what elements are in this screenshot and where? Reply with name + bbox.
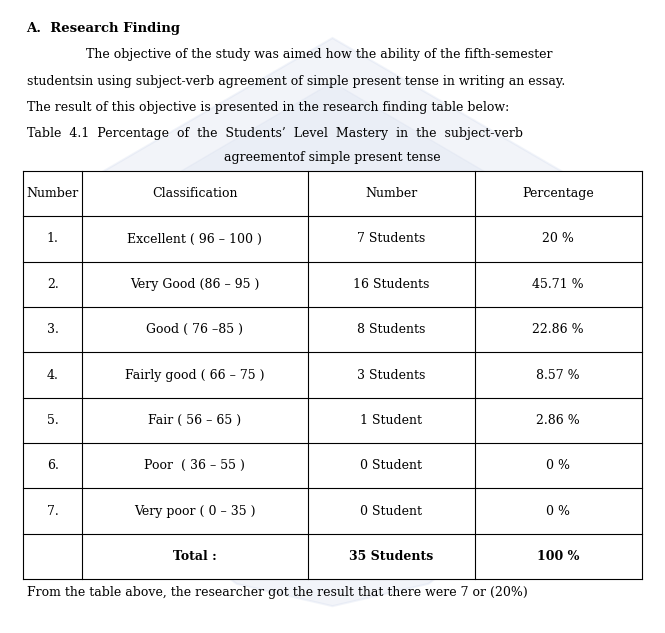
- Text: Good ( 76 –85 ): Good ( 76 –85 ): [146, 323, 243, 336]
- Polygon shape: [93, 38, 572, 606]
- Text: 2.86 %: 2.86 %: [537, 414, 580, 427]
- Text: 100 %: 100 %: [537, 550, 579, 563]
- Text: Very Good (86 – 95 ): Very Good (86 – 95 ): [130, 278, 259, 291]
- Text: Total :: Total :: [173, 550, 217, 563]
- Text: 0 Student: 0 Student: [360, 505, 422, 518]
- Text: A.  Research Finding: A. Research Finding: [27, 22, 181, 35]
- Bar: [23, 171, 642, 579]
- Text: 7.: 7.: [47, 505, 59, 518]
- Text: 16 Students: 16 Students: [353, 278, 430, 291]
- Text: Classification: Classification: [152, 187, 237, 200]
- Text: The objective of the study was aimed how the ability of the fifth-semester: The objective of the study was aimed how…: [86, 48, 553, 61]
- Text: 35 Students: 35 Students: [349, 550, 434, 563]
- Text: 0 %: 0 %: [546, 460, 570, 472]
- Text: Percentage: Percentage: [523, 187, 594, 200]
- Circle shape: [226, 196, 439, 399]
- Text: Fair ( 56 – 65 ): Fair ( 56 – 65 ): [148, 414, 241, 427]
- Text: 20 %: 20 %: [542, 232, 574, 246]
- Text: 8.57 %: 8.57 %: [537, 368, 580, 382]
- Text: 0 %: 0 %: [546, 505, 570, 518]
- Text: 0 Student: 0 Student: [360, 460, 422, 472]
- Text: 6.: 6.: [47, 460, 59, 472]
- Text: 8 Students: 8 Students: [357, 323, 426, 336]
- Text: Very poor ( 0 – 35 ): Very poor ( 0 – 35 ): [134, 505, 255, 518]
- Text: 1 Student: 1 Student: [360, 414, 422, 427]
- Text: agreementof simple present tense: agreementof simple present tense: [224, 151, 441, 164]
- Text: 7 Students: 7 Students: [357, 232, 426, 246]
- Text: 22.86 %: 22.86 %: [533, 323, 584, 336]
- Text: From the table above, the researcher got the result that there were 7 or (20%): From the table above, the researcher got…: [27, 586, 527, 599]
- Text: 5.: 5.: [47, 414, 59, 427]
- Text: 3.: 3.: [47, 323, 59, 336]
- Text: 4.: 4.: [47, 368, 59, 382]
- Text: The result of this objective is presented in the research finding table below:: The result of this objective is presente…: [27, 101, 509, 115]
- Text: 2.: 2.: [47, 278, 59, 291]
- Text: Poor  ( 36 – 55 ): Poor ( 36 – 55 ): [144, 460, 245, 472]
- Text: Fairly good ( 66 – 75 ): Fairly good ( 66 – 75 ): [125, 368, 265, 382]
- Text: 1.: 1.: [47, 232, 59, 246]
- Text: 3 Students: 3 Students: [357, 368, 426, 382]
- Text: Number: Number: [27, 187, 78, 200]
- Text: Table  4.1  Percentage  of  the  Students’  Level  Mastery  in  the  subject-ver: Table 4.1 Percentage of the Students’ Le…: [27, 127, 523, 140]
- Text: studentsin using subject-verb agreement of simple present tense in writing an es: studentsin using subject-verb agreement …: [27, 75, 565, 88]
- Polygon shape: [133, 82, 532, 560]
- Text: Excellent ( 96 – 100 ): Excellent ( 96 – 100 ): [128, 232, 262, 246]
- Text: 45.71 %: 45.71 %: [533, 278, 584, 291]
- Text: Number: Number: [365, 187, 418, 200]
